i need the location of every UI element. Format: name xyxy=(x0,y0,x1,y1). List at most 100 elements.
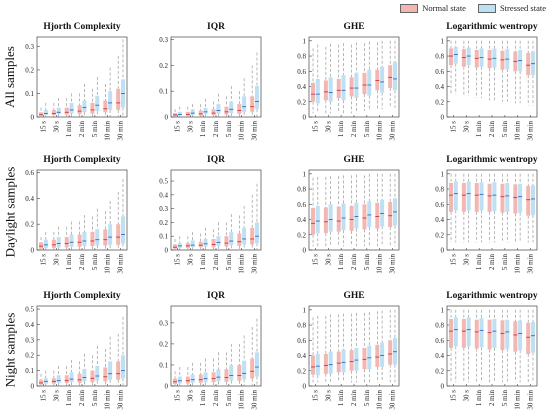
chart-panel: Logarithmic wentropy 0 0.2 0.4 0.6 0.8 1 15 s 30… xyxy=(435,155,538,274)
chart-title: Hjorth Complexity xyxy=(43,22,121,32)
box-stressed xyxy=(315,354,320,376)
y-tick-label: 0.4 xyxy=(159,191,168,199)
y-tick-label: 0 xyxy=(165,114,169,122)
box-normal xyxy=(375,344,380,367)
y-tick-label: 1 xyxy=(441,306,445,314)
chart-title: Hjorth Complexity xyxy=(43,291,121,301)
box-stressed xyxy=(505,319,510,349)
box-normal xyxy=(526,322,531,354)
x-tick-label: 10 min xyxy=(514,121,522,141)
plot-frame xyxy=(308,36,400,118)
x-tick-label: 15 s xyxy=(39,254,47,266)
box-stressed xyxy=(216,104,221,114)
y-tick-label: 0.4 xyxy=(435,352,444,360)
box-normal xyxy=(198,374,203,383)
box-normal xyxy=(323,354,328,374)
box-stressed xyxy=(82,231,87,247)
y-tick-label: 0.2 xyxy=(159,62,168,70)
y-tick-label: 0.5 xyxy=(25,306,34,314)
y-tick-label: 0.2 xyxy=(159,340,168,348)
x-tick-label: 30 min xyxy=(389,390,397,410)
plot-frame xyxy=(170,36,262,118)
box-stressed xyxy=(466,317,471,347)
x-tick-label: 30 s xyxy=(186,390,194,402)
y-tick-label: 0.4 xyxy=(297,83,306,91)
box-stressed xyxy=(354,347,359,371)
x-tick-label: 10 min xyxy=(238,390,246,410)
box-normal xyxy=(336,351,341,373)
box-normal xyxy=(323,207,328,234)
box-normal xyxy=(474,319,479,349)
y-tick-label: 1 xyxy=(441,170,445,178)
y-tick-label: 1 xyxy=(303,170,307,178)
box-normal xyxy=(211,238,216,248)
box-normal xyxy=(116,361,121,380)
box-normal xyxy=(237,233,242,246)
y-tick-label: 0.1 xyxy=(25,90,34,98)
box-stressed xyxy=(120,355,125,379)
x-tick-label: 30 s xyxy=(462,121,470,133)
box-stressed xyxy=(492,182,497,212)
box-normal xyxy=(375,202,380,229)
box-normal xyxy=(500,183,505,213)
x-tick-label: 30 min xyxy=(527,254,535,274)
box-stressed xyxy=(242,227,247,245)
box-stressed xyxy=(242,96,247,112)
box-stressed xyxy=(229,101,234,114)
x-tick-label: 5 min xyxy=(501,254,509,271)
box-stressed xyxy=(43,239,48,249)
box-stressed xyxy=(108,361,113,380)
chart-title: IQR xyxy=(207,22,225,32)
x-tick-label: 5 min xyxy=(91,254,99,271)
y-tick-label: 0.2 xyxy=(297,98,306,106)
box-stressed xyxy=(367,69,372,96)
box-normal xyxy=(250,227,255,245)
y-tick-label: 0 xyxy=(31,383,35,391)
chart-title: Hjorth Complexity xyxy=(43,155,121,165)
legend-swatch-stressed xyxy=(477,3,496,13)
box-normal xyxy=(77,105,82,115)
box-stressed xyxy=(505,182,510,212)
box-normal xyxy=(224,236,229,247)
legend-label-normal: Normal state xyxy=(422,3,466,13)
box-normal xyxy=(90,231,95,247)
plot-frame xyxy=(36,36,128,118)
x-tick-label: 1 min xyxy=(475,390,483,407)
y-tick-label: 0 xyxy=(441,247,445,255)
box-normal xyxy=(487,319,492,350)
box-stressed xyxy=(69,102,74,114)
box-stressed xyxy=(216,236,221,246)
box-normal xyxy=(185,376,190,384)
y-tick-label: 0.6 xyxy=(25,169,34,177)
x-tick-label: 30 min xyxy=(251,390,259,410)
x-tick-label: 2 min xyxy=(212,254,220,271)
x-tick-label: 1 min xyxy=(65,390,73,407)
y-tick-label: 0 xyxy=(303,247,307,255)
box-stressed xyxy=(108,224,113,245)
x-tick-label: 30 s xyxy=(462,254,470,266)
box-stressed xyxy=(380,66,385,93)
box-stressed xyxy=(177,111,182,116)
box-stressed xyxy=(453,317,458,347)
x-tick-label: 15 s xyxy=(311,254,319,266)
box-normal xyxy=(39,112,44,116)
y-tick-label: 0.6 xyxy=(435,68,444,76)
box-stressed xyxy=(328,77,333,102)
x-tick-label: 15 s xyxy=(173,390,181,402)
x-tick-label: 5 min xyxy=(363,254,371,271)
box-normal xyxy=(388,65,393,89)
box-normal xyxy=(224,106,229,115)
box-stressed xyxy=(82,369,87,382)
box-stressed xyxy=(492,318,497,348)
box-stressed xyxy=(56,375,61,383)
box-stressed xyxy=(315,78,320,104)
y-tick-label: 0 xyxy=(441,114,445,122)
y-tick-label: 1 xyxy=(441,37,445,45)
y-tick-label: 0 xyxy=(165,247,169,255)
box-normal xyxy=(461,182,466,212)
box-stressed xyxy=(479,318,484,348)
x-tick-label: 2 min xyxy=(350,254,358,271)
x-tick-label: 30 s xyxy=(324,121,332,133)
box-normal xyxy=(362,347,367,370)
